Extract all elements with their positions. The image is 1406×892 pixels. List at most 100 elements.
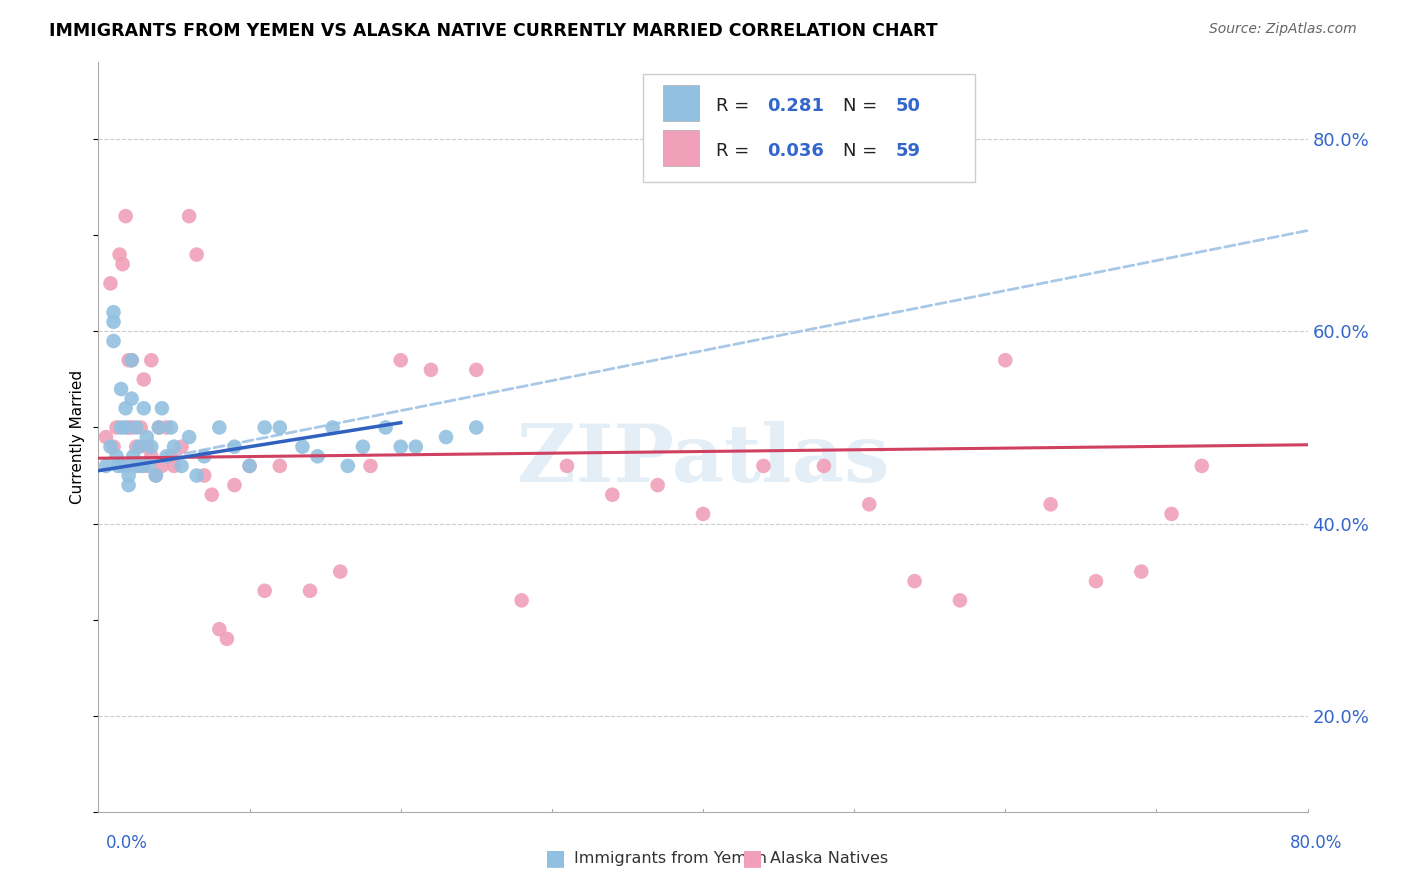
Point [135, 440, 157, 454]
Point [813, 458, 835, 473]
Point [141, 440, 163, 454]
Point [132, 458, 155, 473]
Point [111, 458, 134, 473]
Point [994, 353, 1017, 368]
Text: R =: R = [716, 142, 755, 160]
Point [1085, 574, 1108, 589]
Point [1130, 565, 1153, 579]
Point [170, 458, 193, 473]
Point [121, 353, 143, 368]
Point [135, 430, 157, 444]
Text: Source: ZipAtlas.com: Source: ZipAtlas.com [1209, 22, 1357, 37]
Text: N =: N = [844, 142, 883, 160]
Point [122, 450, 145, 464]
Point [150, 458, 173, 473]
Point [114, 458, 136, 473]
Point [692, 507, 714, 521]
Point [114, 209, 136, 223]
Text: ■: ■ [546, 848, 565, 868]
Point [360, 458, 382, 473]
Text: 59: 59 [896, 142, 921, 160]
Point [465, 420, 488, 434]
Point [420, 363, 443, 377]
Point [105, 420, 128, 434]
Point [329, 565, 352, 579]
Point [121, 353, 143, 368]
Text: ZIPatlas: ZIPatlas [517, 420, 889, 499]
Point [103, 305, 125, 319]
Point [125, 458, 148, 473]
Point [100, 277, 122, 291]
Point [215, 632, 238, 646]
Point [114, 420, 136, 434]
Point [208, 622, 231, 636]
Point [121, 392, 143, 406]
Point [155, 450, 177, 464]
Point [103, 315, 125, 329]
Point [125, 420, 148, 434]
Point [434, 430, 457, 444]
Point [145, 468, 167, 483]
Point [224, 478, 246, 492]
Point [110, 382, 132, 396]
Point [118, 478, 141, 492]
Point [602, 488, 624, 502]
Text: ■: ■ [742, 848, 762, 868]
Point [1039, 497, 1062, 511]
Text: Alaska Natives: Alaska Natives [770, 851, 889, 865]
Point [465, 363, 488, 377]
Point [389, 440, 412, 454]
Point [405, 440, 427, 454]
Point [125, 458, 148, 473]
Point [858, 497, 880, 511]
Point [150, 401, 173, 416]
Point [253, 583, 276, 598]
Point [239, 458, 262, 473]
Point [269, 458, 291, 473]
Point [160, 450, 183, 464]
Point [752, 458, 775, 473]
Point [193, 468, 215, 483]
Point [148, 420, 170, 434]
Point [647, 478, 669, 492]
Point [239, 458, 262, 473]
Point [193, 450, 215, 464]
Point [299, 583, 322, 598]
Text: 50: 50 [896, 97, 921, 115]
Point [352, 440, 374, 454]
Point [510, 593, 533, 607]
Point [1160, 507, 1182, 521]
Point [132, 372, 155, 386]
Point [114, 401, 136, 416]
Point [103, 440, 125, 454]
Point [118, 353, 141, 368]
Bar [664, 85, 699, 121]
Point [291, 440, 314, 454]
Point [141, 450, 163, 464]
Point [132, 401, 155, 416]
Text: 0.281: 0.281 [768, 97, 824, 115]
Point [160, 420, 183, 434]
Text: 0.0%: 0.0% [105, 834, 148, 852]
Point [100, 440, 122, 454]
Point [108, 247, 131, 261]
Point [105, 450, 128, 464]
Point [949, 593, 972, 607]
Point [136, 458, 159, 473]
Point [179, 430, 201, 444]
Text: Immigrants from Yemen: Immigrants from Yemen [574, 851, 766, 865]
Text: 0.036: 0.036 [768, 142, 824, 160]
Text: N =: N = [844, 97, 883, 115]
Point [904, 574, 927, 589]
Point [129, 420, 152, 434]
Point [103, 334, 125, 348]
Point [186, 247, 208, 261]
Point [208, 420, 231, 434]
Point [125, 440, 148, 454]
Text: R =: R = [716, 97, 755, 115]
Point [389, 353, 412, 368]
Point [179, 209, 201, 223]
Point [322, 420, 344, 434]
FancyBboxPatch shape [643, 74, 976, 182]
Point [94, 458, 117, 473]
